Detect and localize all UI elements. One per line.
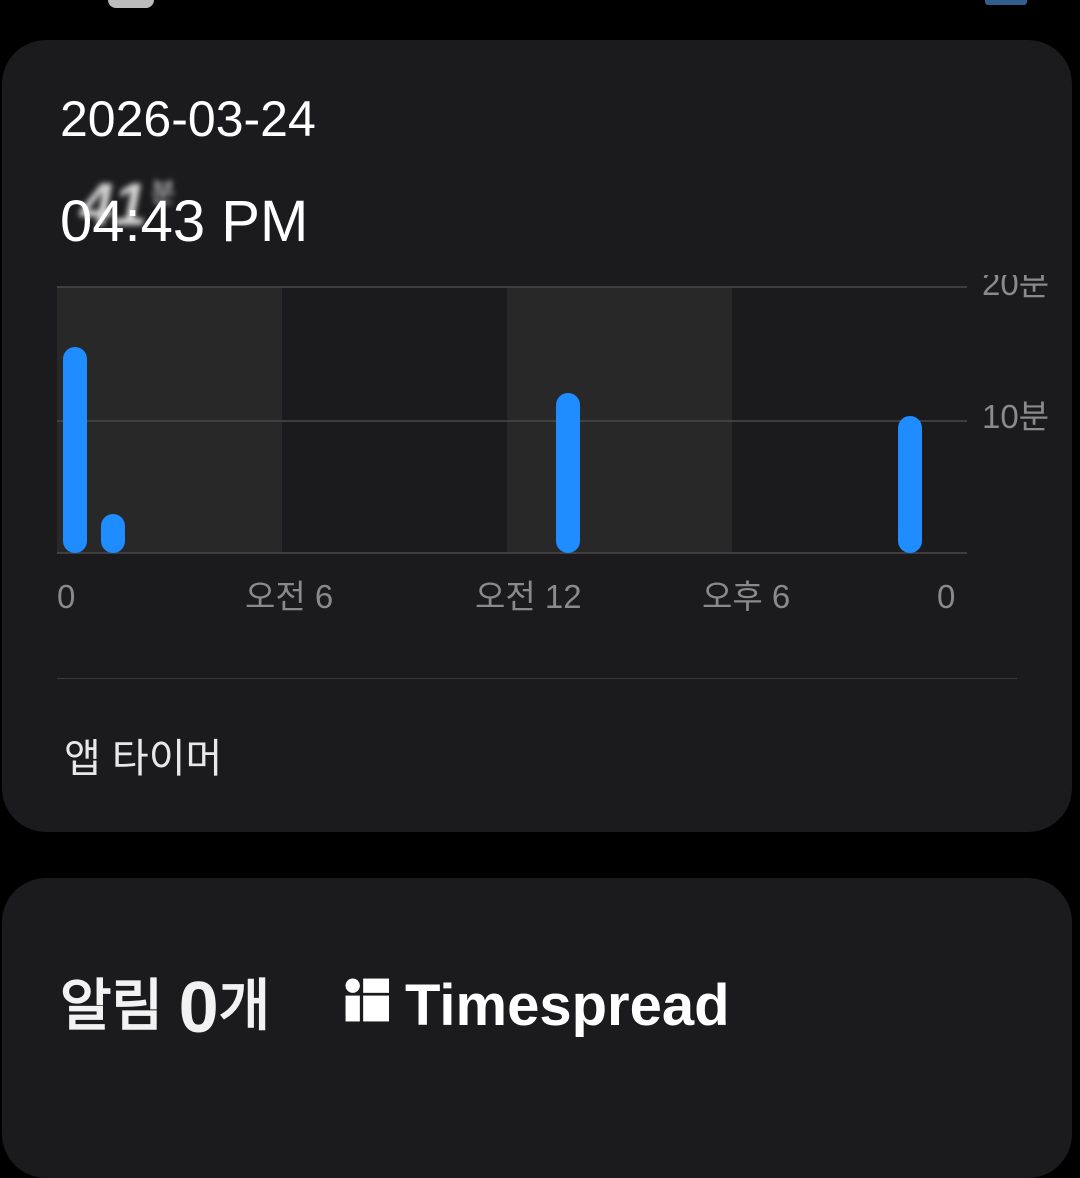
svg-text:오후 6: 오후 6 [702,578,790,615]
svg-text:10분: 10분 [982,398,1049,435]
svg-text:오전 6: 오전 6 [245,578,333,615]
svg-text:0: 0 [937,578,955,615]
svg-text:20분: 20분 [982,275,1049,302]
svg-text:0: 0 [57,578,75,615]
svg-text:오전 12: 오전 12 [475,578,582,615]
